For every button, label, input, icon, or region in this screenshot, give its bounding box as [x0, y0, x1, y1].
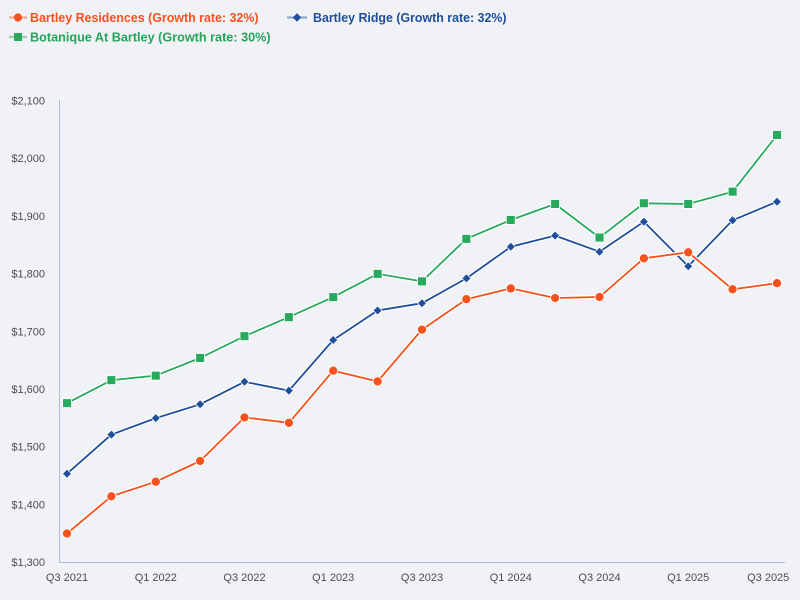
- svg-text:Q3 2021: Q3 2021: [46, 572, 88, 584]
- svg-text:Botanique At Bartley (Growth r: Botanique At Bartley (Growth rate: 30%): [30, 30, 271, 45]
- svg-text:Q1 2025: Q1 2025: [667, 572, 709, 584]
- svg-text:$1,900: $1,900: [11, 211, 45, 223]
- svg-text:$1,400: $1,400: [11, 499, 45, 511]
- svg-text:Q1 2024: Q1 2024: [490, 572, 532, 584]
- svg-text:$1,600: $1,600: [11, 384, 45, 396]
- svg-text:Q3 2023: Q3 2023: [401, 572, 443, 584]
- svg-text:$1,500: $1,500: [11, 442, 45, 454]
- svg-text:$2,000: $2,000: [11, 153, 45, 165]
- svg-text:Bartley Residences (Growth rat: Bartley Residences (Growth rate: 32%): [30, 10, 259, 25]
- svg-text:$1,300: $1,300: [11, 557, 45, 569]
- svg-text:$1,700: $1,700: [11, 326, 45, 338]
- svg-text:Q1 2022: Q1 2022: [135, 572, 177, 584]
- svg-text:Bartley Ridge (Growth rate: 32: Bartley Ridge (Growth rate: 32%): [313, 10, 507, 25]
- svg-text:Q3 2022: Q3 2022: [223, 572, 265, 584]
- svg-text:Q1 2023: Q1 2023: [312, 572, 354, 584]
- svg-text:$1,800: $1,800: [11, 269, 45, 281]
- svg-text:Q3 2025: Q3 2025: [747, 572, 789, 584]
- svg-text:Q3 2024: Q3 2024: [578, 572, 620, 584]
- svg-text:$2,100: $2,100: [11, 96, 45, 108]
